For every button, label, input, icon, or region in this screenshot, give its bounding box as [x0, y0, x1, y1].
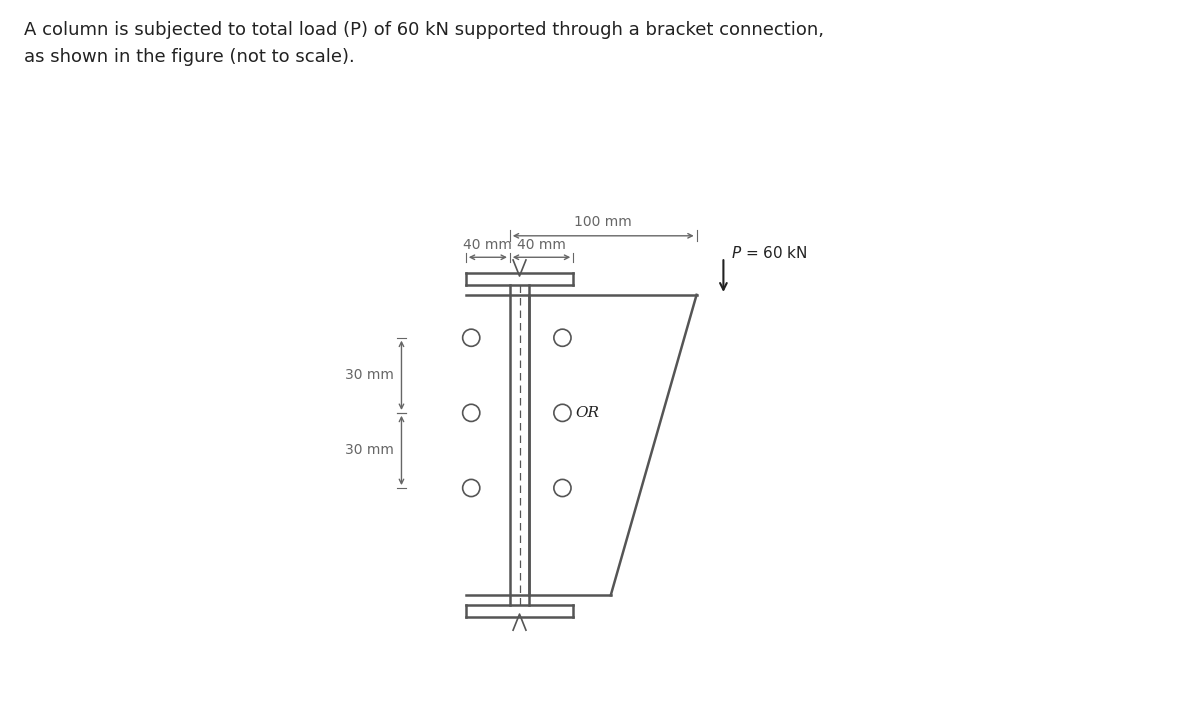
Text: 100 mm: 100 mm	[575, 215, 632, 229]
Text: 40 mm: 40 mm	[463, 238, 512, 252]
Text: 30 mm: 30 mm	[344, 443, 394, 457]
Text: 40 mm: 40 mm	[517, 238, 566, 252]
Text: $P$ = 60 kN: $P$ = 60 kN	[732, 245, 808, 261]
Text: OR: OR	[576, 406, 600, 420]
Text: A column is subjected to total load (P) of 60 kN supported through a bracket con: A column is subjected to total load (P) …	[24, 21, 824, 66]
Text: 30 mm: 30 mm	[344, 369, 394, 383]
